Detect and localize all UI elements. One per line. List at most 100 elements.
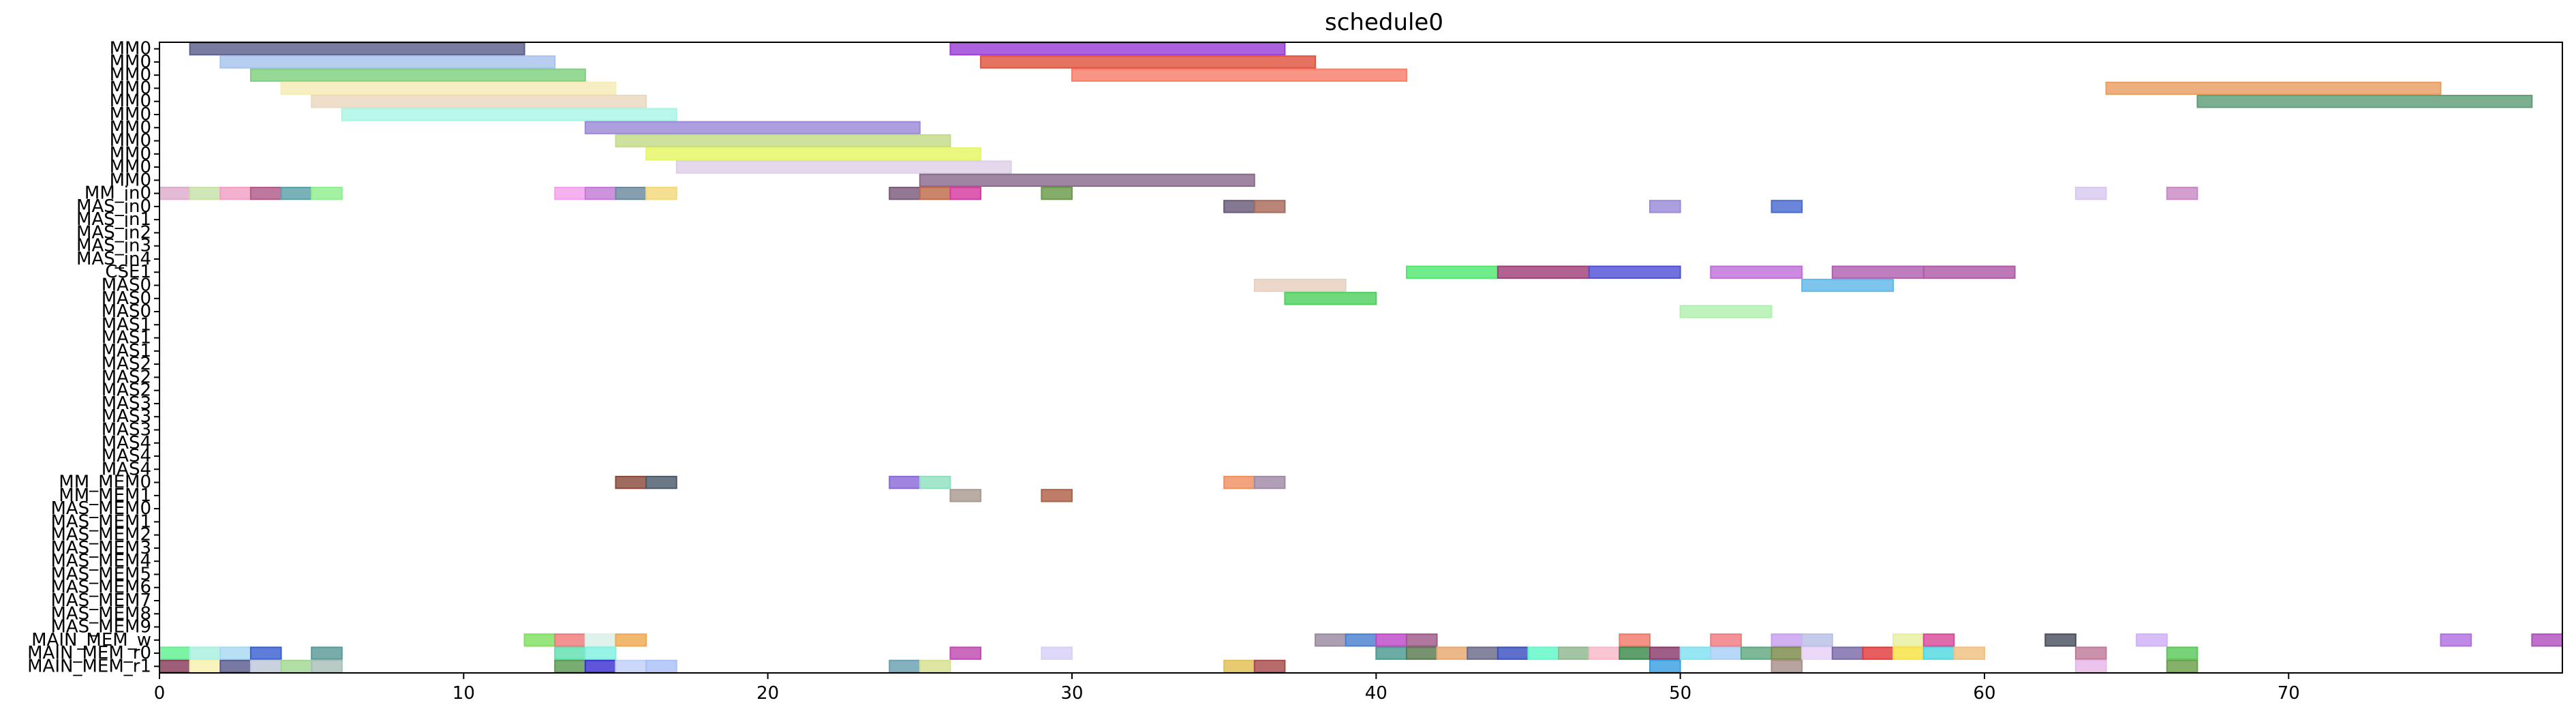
gantt-bar <box>1284 292 1377 305</box>
gantt-bar <box>2074 646 2107 660</box>
x-tick-label: 50 <box>1669 683 1691 704</box>
y-tick-label: MAS_MEM3 <box>50 538 151 558</box>
gantt-bar <box>1253 659 1286 674</box>
gantt-bar <box>189 659 221 674</box>
gantt-bar <box>523 633 556 647</box>
x-tick-label: 20 <box>756 683 779 704</box>
gantt-bar <box>584 646 617 660</box>
y-tick-label: MM0 <box>110 131 151 151</box>
gantt-bar <box>1892 646 1925 660</box>
y-tick-label: MM0 <box>110 170 151 190</box>
gantt-bar <box>1831 265 1925 279</box>
gantt-bar <box>645 659 677 674</box>
gantt-bar <box>1467 646 1499 660</box>
gantt-bar <box>645 475 677 490</box>
gantt-bar <box>949 489 982 502</box>
gantt-bar <box>2166 659 2198 674</box>
gantt-bar <box>1253 475 1286 490</box>
gantt-bar <box>1862 646 1895 660</box>
gantt-bar <box>189 42 525 56</box>
gantt-bar <box>2166 186 2198 200</box>
gantt-bar <box>1770 633 1803 647</box>
gantt-bar <box>1405 633 1438 647</box>
gantt-bar <box>1801 646 1833 660</box>
gantt-bar <box>311 95 647 108</box>
gantt-bar <box>1223 659 1255 674</box>
gantt-bar <box>1527 646 1560 660</box>
gantt-bar <box>1740 646 1773 660</box>
gantt-bar <box>249 646 282 660</box>
gantt-bar <box>615 475 647 490</box>
y-tick-label: MAS1 <box>102 328 151 348</box>
gantt-bar <box>554 646 586 660</box>
gantt-bar <box>1770 659 1803 674</box>
gantt-bar <box>615 659 647 674</box>
gantt-bar <box>219 55 556 69</box>
gantt-bar <box>919 475 951 490</box>
gantt-bar <box>280 81 617 95</box>
gantt-bar <box>889 475 921 490</box>
gantt-bar <box>584 633 617 647</box>
x-tick-label: 0 <box>154 683 166 704</box>
gantt-bar <box>1710 265 1803 279</box>
gantt-bar <box>189 646 221 660</box>
gantt-bar <box>2074 659 2107 674</box>
y-tick-label: MAS0 <box>102 275 151 296</box>
y-tick-label: CSE1 <box>105 262 151 282</box>
gantt-bar <box>249 659 282 674</box>
gantt-bar <box>919 659 951 674</box>
gantt-bar <box>980 55 1317 69</box>
gantt-bar <box>1892 633 1925 647</box>
gantt-bar <box>2440 633 2472 647</box>
gantt-bar <box>159 186 191 200</box>
y-tick-label: MM0 <box>110 117 151 138</box>
gantt-bar <box>949 186 982 200</box>
y-tick-label: MM0 <box>110 144 151 164</box>
x-tick-label: 10 <box>453 683 475 704</box>
gantt-bar <box>1041 646 1073 660</box>
y-tick-label: MAS_MEM4 <box>50 551 151 571</box>
gantt-bar <box>554 186 586 200</box>
gantt-bar <box>1710 646 1742 660</box>
gantt-bar <box>2166 646 2198 660</box>
gantt-bar <box>1679 646 1712 660</box>
gantt-bar <box>1588 265 1681 279</box>
gantt-bar <box>949 42 1286 56</box>
y-tick-label: MM0 <box>110 52 151 72</box>
gantt-bar <box>311 659 343 674</box>
y-tick-label: MAS_MEM1 <box>50 511 151 532</box>
y-tick-label: MAS4 <box>102 459 151 479</box>
gantt-bar <box>1649 200 1681 213</box>
y-tick-label: MAS_in4 <box>76 249 151 269</box>
gantt-bar <box>1436 646 1469 660</box>
gantt-bar <box>2196 95 2533 108</box>
y-tick-label: MM_MEM0 <box>59 472 151 493</box>
y-tick-label: MM0 <box>110 91 151 112</box>
gantt-bar <box>280 659 313 674</box>
gantt-bar <box>615 186 647 200</box>
gantt-bar <box>1253 200 1286 213</box>
gantt-bar <box>311 186 343 200</box>
gantt-bar <box>1315 633 1347 647</box>
gantt-bar <box>1223 200 1255 213</box>
y-tick-label: MM_MEM1 <box>59 485 151 506</box>
gantt-bar <box>1041 186 1073 200</box>
gantt-bar <box>1619 646 1651 660</box>
gantt-bar <box>1375 633 1407 647</box>
gantt-bar <box>1922 265 2016 279</box>
gantt-bar <box>1649 659 1681 674</box>
y-tick-label: MAS_MEM8 <box>50 603 151 624</box>
gantt-bar <box>1953 646 1985 660</box>
y-tick-label: MAS2 <box>102 380 151 401</box>
gantt-bar <box>1922 646 1955 660</box>
gantt-bar <box>219 659 251 674</box>
gantt-bar <box>1679 305 1773 318</box>
gantt-bar <box>1831 646 1864 660</box>
gantt-bar <box>554 633 586 647</box>
gantt-bar <box>1619 633 1651 647</box>
gantt-bar <box>615 134 951 148</box>
gantt-bar <box>1345 633 1377 647</box>
chart-title: schedule0 <box>1325 9 1443 36</box>
gantt-bar <box>2074 186 2107 200</box>
gantt-bar <box>645 186 677 200</box>
